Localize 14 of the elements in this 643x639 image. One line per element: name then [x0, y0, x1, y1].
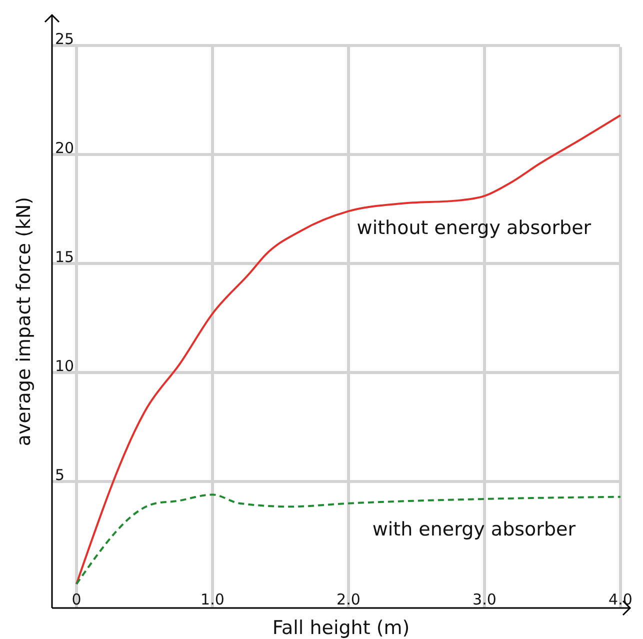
y-tick-label: 10 [55, 357, 74, 376]
x-tick-label: 4.0 [608, 590, 632, 609]
x-tick-label: 1.0 [200, 590, 224, 609]
x-tick-label: 0 [72, 590, 82, 609]
x-tick-label: 2.0 [336, 590, 360, 609]
x-tick-label: 3.0 [472, 590, 496, 609]
y-axis-title: average impact force (kN) [13, 196, 35, 446]
series-label: with energy absorber [372, 518, 576, 540]
series-label: without energy absorber [356, 216, 592, 239]
x-axis-title: Fall height (m) [272, 617, 410, 639]
y-tick-label: 25 [55, 30, 74, 48]
y-tick-label: 20 [55, 139, 74, 158]
y-tick-label: 15 [55, 248, 74, 266]
y-tick-label: 5 [55, 466, 65, 484]
